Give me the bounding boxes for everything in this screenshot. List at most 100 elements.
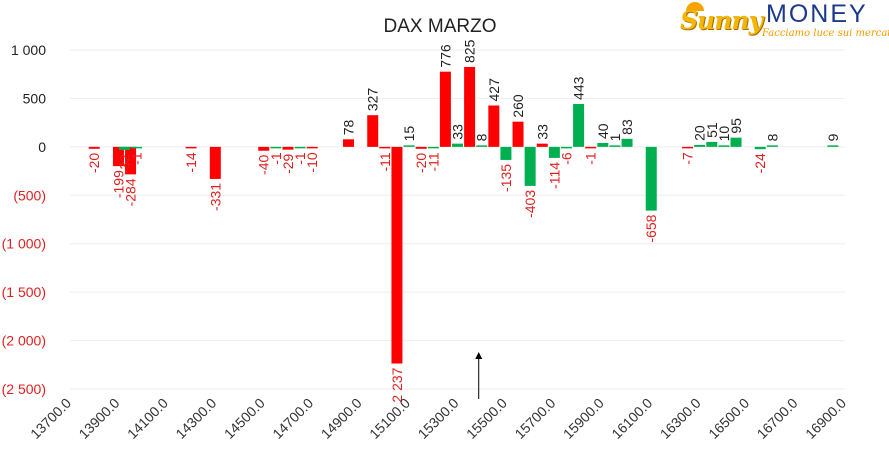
data-label: -20	[413, 153, 429, 173]
bar	[306, 146, 318, 149]
chart-title: DAX MARZO	[384, 16, 497, 37]
x-tick-label: 14300.0	[172, 395, 219, 442]
bar	[766, 145, 778, 147]
data-label: -1	[129, 152, 145, 165]
y-tick-label: (500)	[13, 187, 46, 203]
data-label: -20	[86, 153, 102, 173]
bar	[415, 146, 427, 149]
arrow-head	[475, 352, 483, 359]
bar	[294, 146, 306, 149]
data-label: -199	[110, 170, 126, 198]
bar	[597, 142, 609, 147]
logo-brand-money: MONEY	[766, 0, 868, 28]
bar	[512, 121, 524, 147]
x-tick-label: 14700.0	[269, 395, 316, 442]
bar	[282, 146, 294, 150]
bar	[112, 146, 124, 167]
bar	[827, 145, 839, 147]
y-axis: 1 000 500 0 (500) (1 000) (1 500) (2 000) (2 50…	[2, 42, 47, 397]
data-label: -1	[268, 152, 284, 165]
bar	[125, 146, 137, 175]
data-label: 2 237	[389, 367, 405, 402]
bar	[573, 103, 585, 147]
y-tick-label: (1 500)	[2, 284, 46, 300]
data-label: 20	[692, 125, 708, 141]
data-label: 15	[401, 126, 417, 142]
data-label: -114	[546, 162, 562, 189]
bar	[118, 146, 130, 150]
bar	[585, 146, 597, 149]
data-label: -32	[116, 154, 132, 174]
data-label: 8	[474, 133, 490, 141]
data-label: 9	[825, 133, 841, 141]
bar	[464, 66, 476, 147]
bar	[548, 146, 560, 158]
bar	[718, 145, 730, 147]
bar	[403, 145, 415, 147]
data-label: 443	[571, 76, 587, 100]
data-label: -658	[643, 214, 659, 242]
bar	[367, 115, 379, 147]
bar	[706, 141, 718, 147]
bar	[379, 146, 391, 149]
bar	[754, 146, 766, 150]
x-axis: 13700.0 13900.0 14100.0 14300.0 14500.0 14700…	[27, 395, 849, 442]
sunny-money-logo: Sunny MONEY Facciamo luce sui mercati	[678, 0, 889, 42]
data-label: -135	[498, 164, 514, 192]
x-tick-label: 16100.0	[608, 395, 655, 442]
data-label: -331	[207, 183, 223, 211]
bar	[536, 143, 548, 147]
x-tick-label: 14500.0	[221, 395, 268, 442]
y-tick-label: 0	[38, 139, 46, 155]
data-label: -7	[680, 152, 696, 165]
data-label: -1	[583, 152, 599, 165]
bar	[185, 146, 197, 149]
y-tick-label: (2 000)	[2, 333, 46, 349]
data-label: 33	[450, 124, 466, 140]
bar	[209, 146, 221, 179]
sun-icon	[686, 2, 704, 11]
x-tick-label: 15500.0	[463, 395, 510, 442]
data-label: -284	[123, 178, 139, 206]
x-tick-label: 13700.0	[27, 395, 74, 442]
data-label: -6	[558, 152, 574, 165]
y-tick-label: 1 000	[11, 42, 46, 58]
data-label: 40	[595, 123, 611, 139]
bar	[391, 146, 403, 364]
bar	[694, 144, 706, 147]
bar	[500, 146, 512, 160]
bar	[131, 146, 143, 149]
data-label: -24	[752, 153, 768, 173]
data-label: -14	[183, 152, 199, 172]
logo-brand-sunny: Sunny	[680, 6, 763, 35]
data-label: -29	[280, 153, 296, 173]
bar	[343, 139, 355, 147]
x-tick-label: 16900.0	[802, 395, 849, 442]
data-label: 10	[716, 126, 732, 142]
data-label: -40	[256, 155, 272, 175]
data-label: 51	[704, 122, 720, 138]
bar	[682, 146, 694, 149]
x-tick-label: 15300.0	[415, 395, 462, 442]
x-tick-label: 15900.0	[560, 395, 607, 442]
bar	[258, 146, 270, 151]
data-label: -11	[425, 152, 441, 171]
bar	[270, 146, 282, 149]
bar	[488, 105, 500, 147]
data-label: 427	[486, 78, 502, 102]
data-label: 78	[341, 120, 357, 136]
data-label: 95	[728, 118, 744, 134]
bar	[730, 137, 742, 147]
data-label: -1	[292, 152, 308, 165]
bars	[88, 66, 839, 364]
bar	[476, 145, 488, 147]
x-tick-label: 16500.0	[705, 395, 752, 442]
bar	[524, 146, 536, 186]
bar	[645, 146, 657, 211]
y-tick-label: (1 000)	[2, 236, 46, 252]
bar	[452, 143, 463, 147]
data-label: -10	[304, 152, 320, 172]
bar	[427, 146, 439, 149]
